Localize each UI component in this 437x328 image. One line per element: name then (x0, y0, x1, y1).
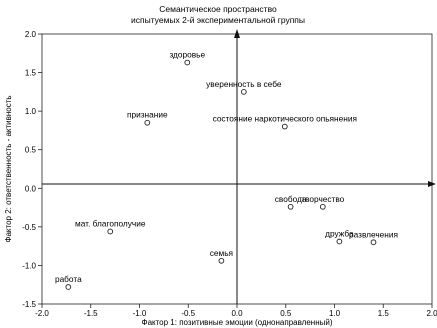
x-tick-label: 1.5 (378, 309, 390, 318)
chart-title: Семантическое пространство (159, 4, 277, 14)
data-point-marker (218, 257, 225, 264)
data-point-label: работа (55, 274, 82, 284)
data-point-marker (281, 123, 288, 130)
x-tick-label: 1.0 (329, 309, 341, 318)
axis-ticks: -2.0 -1.5 -1.0 -0.5 0.0 0.5 1.0 1.5 2.02.01.51.0… (22, 30, 437, 318)
data-point-label: семья (210, 248, 233, 258)
y-tick-label: -0.5 (22, 223, 36, 232)
y-tick-label: -1.5 (22, 300, 36, 309)
x-tick-label: 2.0 (426, 309, 437, 318)
y-axis-arrowhead (234, 29, 240, 38)
x-axis-arrowhead (428, 181, 436, 187)
data-point-label: уверенность в себе (206, 79, 282, 89)
y-tick-label: 0.0 (25, 184, 37, 193)
x-tick-label: -1.5 (84, 309, 98, 318)
data-point-marker (319, 203, 326, 210)
y-axis-label: Фактор 2: ответственность - активность (4, 95, 13, 242)
data-point-label: признание (127, 110, 168, 120)
data-point-marker (184, 59, 191, 66)
data-point-marker (370, 239, 377, 246)
y-tick-label: 0.5 (25, 146, 37, 155)
data-point-marker (107, 228, 114, 235)
y-tick-label: -1.0 (22, 261, 36, 270)
data-point-label: дружба (325, 229, 354, 239)
data-point-label: свобода (275, 194, 307, 204)
y-tick-label: 1.5 (25, 69, 37, 78)
y-tick-label: 2.0 (25, 30, 37, 39)
data-point-marker (240, 89, 247, 95)
chart-subtitle: испытуемых 2-й экспериментальной группы (131, 15, 305, 25)
data-point-label: творчество (301, 194, 344, 204)
data-point-marker (287, 203, 294, 210)
data-point-marker (65, 284, 72, 290)
data-point-label: мат. благополучие (75, 218, 146, 228)
data-point-marker (336, 238, 343, 245)
x-tick-label: -1.0 (133, 309, 147, 318)
y-tick-label: 1.0 (25, 107, 37, 116)
x-tick-label: 0.0 (231, 309, 243, 318)
x-tick-label: -2.0 (35, 309, 49, 318)
x-tick-label: 0.5 (280, 309, 292, 318)
x-tick-label: -0.5 (181, 309, 195, 318)
x-axis-label: Фактор 1: позитивные эмоции (однонаправл… (141, 318, 332, 327)
data-points: здоровье уверенность в себе признание состо… (55, 50, 398, 290)
data-point-label: состояние наркотического опьянения (213, 114, 357, 124)
data-point-label: развлечения (349, 229, 398, 239)
data-point-label: здоровье (169, 50, 205, 60)
data-point-marker (144, 119, 151, 126)
